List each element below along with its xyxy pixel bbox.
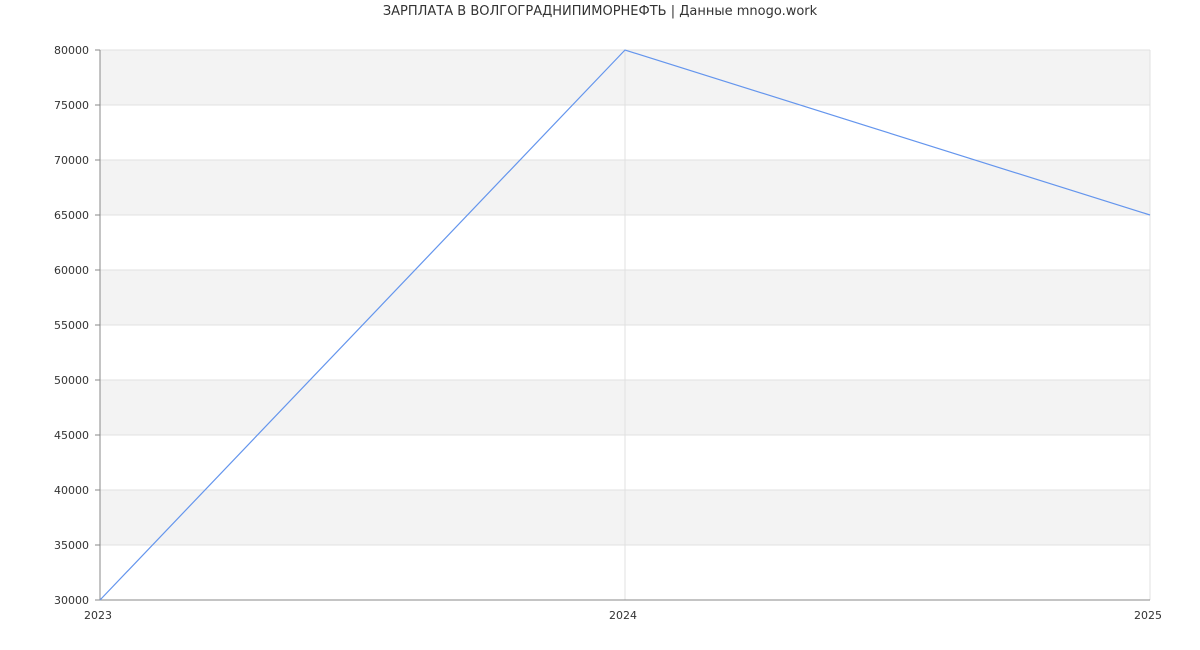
y-tick-label: 80000 (54, 44, 89, 57)
y-tick-label: 65000 (54, 209, 89, 222)
y-tick-label: 55000 (54, 319, 89, 332)
y-tick-label: 60000 (54, 264, 89, 277)
y-tick-label: 35000 (54, 539, 89, 552)
y-tick-label: 70000 (54, 154, 89, 167)
chart-title: ЗАРПЛАТА В ВОЛГОГРАДНИПИМОРНЕФТЬ | Данны… (382, 4, 818, 19)
x-tick-label: 2025 (1134, 609, 1162, 622)
y-tick-label: 30000 (54, 594, 89, 607)
y-tick-label: 75000 (54, 99, 89, 112)
x-tick-label: 2024 (609, 609, 637, 622)
y-tick-label: 40000 (54, 484, 89, 497)
y-tick-label: 50000 (54, 374, 89, 387)
y-tick-label: 45000 (54, 429, 89, 442)
x-tick-label: 2023 (84, 609, 112, 622)
